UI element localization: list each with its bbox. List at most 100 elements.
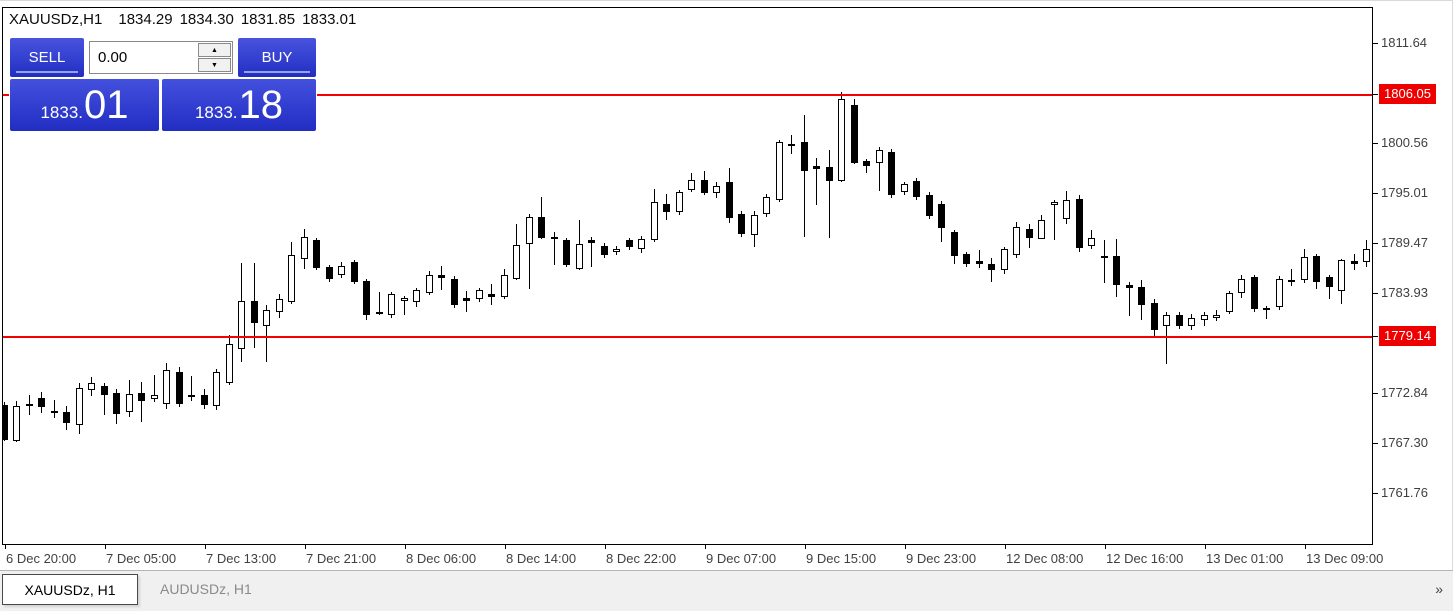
- sell-price-panel[interactable]: 1833. 01: [10, 79, 159, 131]
- candle-body: [13, 406, 20, 441]
- price-axis[interactable]: 1811.64 1806.05 1800.56 1795.01 1789.47 1783.…: [1373, 0, 1453, 545]
- candle-body: [38, 398, 45, 408]
- time-axis-label: 8 Dec 22:00: [606, 551, 677, 566]
- price-tick-mark: [1373, 293, 1378, 295]
- tab-bar-separator: [0, 570, 1453, 571]
- sell-price-prefix: 1833.: [40, 103, 84, 122]
- time-tick-mark: [705, 545, 706, 549]
- candle-body: [1350, 261, 1358, 264]
- sell-button-underline: [15, 71, 79, 73]
- candle-wick: [553, 232, 555, 265]
- candle-body: [563, 240, 570, 266]
- volume-input[interactable]: [90, 42, 204, 73]
- candle-wick: [191, 375, 192, 401]
- candle-body: [738, 214, 745, 234]
- candle-body: [675, 192, 683, 213]
- candle-wick: [591, 236, 592, 268]
- time-tick-mark: [205, 545, 206, 549]
- time-axis-label: 9 Dec 23:00: [906, 551, 977, 566]
- candle-body: [138, 392, 145, 401]
- price-line-badge: 1806.05: [1379, 83, 1436, 104]
- time-tick-mark: [305, 545, 306, 549]
- candle-body: [838, 99, 845, 181]
- candle-body: [1063, 199, 1070, 220]
- tab-overflow-chevron-icon[interactable]: »: [1435, 581, 1443, 597]
- horizontal-level-line[interactable]: [3, 336, 1372, 339]
- tab-audusdz-h1[interactable]: AUDUSDz, H1: [160, 581, 252, 597]
- candle-body: [613, 249, 620, 252]
- candle-body: [1200, 315, 1208, 321]
- price-tick-mark: [1373, 493, 1378, 495]
- candle-body: [200, 395, 208, 406]
- candle-body: [1150, 302, 1158, 330]
- candle-body: [650, 202, 658, 241]
- volume-increase-button[interactable]: ▲: [198, 43, 231, 57]
- time-axis-label: 9 Dec 15:00: [806, 551, 877, 566]
- volume-decrease-button[interactable]: ▼: [198, 58, 231, 72]
- candle-body: [263, 309, 270, 326]
- sell-price-big-digits: 01: [84, 83, 129, 127]
- candle-body: [1075, 198, 1083, 249]
- candle-body: [1213, 315, 1220, 318]
- time-tick-mark: [805, 545, 806, 549]
- candle-body: [63, 411, 70, 424]
- buy-price-prefix: 1833.: [194, 103, 238, 122]
- candle-body: [1250, 277, 1258, 309]
- candle-body: [1238, 279, 1245, 293]
- candle-body: [713, 186, 720, 194]
- candle-body: [338, 265, 345, 276]
- candle-body: [1088, 237, 1095, 246]
- candle-body: [450, 279, 458, 306]
- time-axis-label: 13 Dec 09:00: [1306, 551, 1384, 566]
- sell-button[interactable]: SELL: [10, 38, 84, 77]
- candle-body: [688, 179, 695, 191]
- candle-body: [250, 300, 258, 324]
- candle-body: [1125, 285, 1133, 288]
- candle-wick: [53, 400, 55, 419]
- candle-body: [413, 289, 420, 303]
- candle-body: [850, 104, 858, 163]
- candle-wick: [266, 305, 267, 363]
- candle-body: [150, 395, 158, 399]
- candle-body: [888, 151, 895, 196]
- candle-body: [1300, 257, 1308, 280]
- candle-body: [938, 204, 945, 229]
- time-tick-mark: [505, 545, 506, 549]
- candle-body: [325, 267, 333, 279]
- candle-body: [1113, 255, 1120, 286]
- candle-body: [125, 393, 133, 412]
- buy-button[interactable]: BUY: [238, 38, 316, 77]
- time-tick-mark: [1005, 545, 1006, 549]
- buy-price-panel[interactable]: 1833. 18: [162, 79, 316, 131]
- candle-body: [588, 240, 595, 243]
- candle-body: [988, 263, 995, 270]
- window-top-border: [0, 0, 1453, 1]
- candle-wick: [528, 214, 530, 289]
- candle-body: [1163, 315, 1170, 326]
- chart-header: XAUUSDz,H1 1834.29 1834.30 1831.85 1833.01: [9, 11, 363, 28]
- candle-wick: [1103, 240, 1105, 284]
- candle-wick: [978, 250, 980, 269]
- candle-wick: [141, 381, 142, 423]
- candle-body: [50, 410, 58, 414]
- candle-body: [700, 179, 708, 194]
- candle-body: [1025, 229, 1033, 239]
- candle-body: [488, 294, 495, 297]
- candle-wick: [153, 374, 155, 402]
- time-axis-label: 13 Dec 01:00: [1206, 551, 1284, 566]
- candle-wick: [991, 258, 992, 282]
- candle-body: [975, 261, 983, 264]
- candle-body: [1050, 202, 1058, 205]
- tab-xauusdz-h1[interactable]: XAUUSDz, H1: [2, 574, 138, 605]
- candle-body: [188, 394, 195, 398]
- time-axis[interactable]: 6 Dec 20:00 7 Dec 05:00 7 Dec 13:00 7 Dec 2…: [0, 545, 1453, 570]
- candle-body: [213, 372, 220, 407]
- horizontal-level-line[interactable]: [3, 93, 1372, 96]
- buy-price-big-digits: 18: [238, 83, 284, 127]
- price-axis-label: 1783.93: [1381, 285, 1428, 301]
- buy-button-underline: [244, 71, 310, 73]
- candle-wick: [828, 150, 830, 238]
- candle-wick: [878, 147, 880, 192]
- time-tick-mark: [1205, 545, 1206, 549]
- candle-body: [825, 167, 833, 181]
